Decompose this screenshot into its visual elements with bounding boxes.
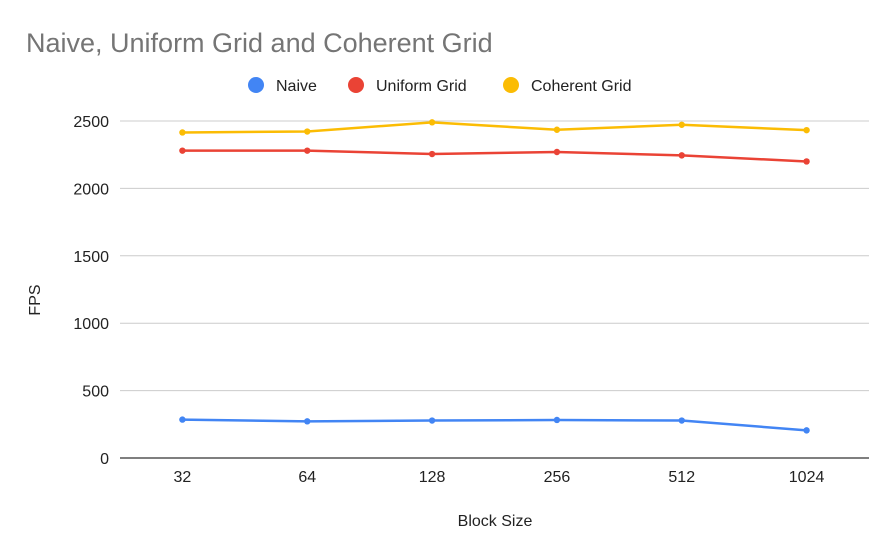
series-points <box>179 119 810 434</box>
y-tick-label: 0 <box>100 451 109 468</box>
x-axis-label: Block Size <box>458 513 533 530</box>
data-point <box>553 148 561 156</box>
gridlines <box>120 120 869 459</box>
chart-title: Naive, Uniform Grid and Coherent Grid <box>26 28 493 58</box>
data-point <box>678 152 685 159</box>
series-line <box>182 121 807 134</box>
legend-marker <box>503 77 519 93</box>
legend: Naive Uniform Grid Coherent Grid <box>248 77 632 95</box>
data-point <box>553 126 561 133</box>
data-point <box>179 416 186 423</box>
data-point <box>304 147 311 154</box>
x-tick-label: 1024 <box>789 469 825 486</box>
x-tick-label: 128 <box>419 469 446 486</box>
data-point <box>179 129 186 136</box>
y-tick-label: 2500 <box>73 114 109 131</box>
x-axis-ticks: 32 64 128 256 512 1024 <box>174 469 825 486</box>
data-point <box>428 119 436 126</box>
data-point <box>553 416 561 424</box>
x-tick-label: 256 <box>544 469 571 486</box>
legend-label: Coherent Grid <box>531 78 632 95</box>
data-point <box>428 150 436 158</box>
x-tick-label: 32 <box>174 469 192 486</box>
data-point <box>803 427 810 434</box>
legend-marker <box>348 77 364 93</box>
x-tick-label: 64 <box>298 469 316 486</box>
data-point <box>304 418 311 425</box>
data-point <box>678 121 685 128</box>
legend-label: Uniform Grid <box>376 78 467 95</box>
data-point <box>428 417 436 424</box>
series-line <box>182 418 807 432</box>
y-axis-label: FPS <box>27 284 44 315</box>
y-tick-label: 1500 <box>73 249 109 266</box>
data-point <box>678 417 685 424</box>
y-axis-ticks: 0 500 1000 1500 2000 2500 <box>73 114 109 468</box>
data-point <box>179 147 186 154</box>
y-tick-label: 1000 <box>73 316 109 333</box>
series-lines <box>182 121 807 432</box>
y-tick-label: 2000 <box>73 181 109 198</box>
legend-label: Naive <box>276 78 317 95</box>
y-tick-label: 500 <box>82 384 109 401</box>
data-point <box>304 128 311 135</box>
series-line <box>182 149 807 163</box>
data-point <box>803 158 810 165</box>
data-point <box>803 126 810 134</box>
x-tick-label: 512 <box>668 469 695 486</box>
legend-marker <box>248 77 264 93</box>
